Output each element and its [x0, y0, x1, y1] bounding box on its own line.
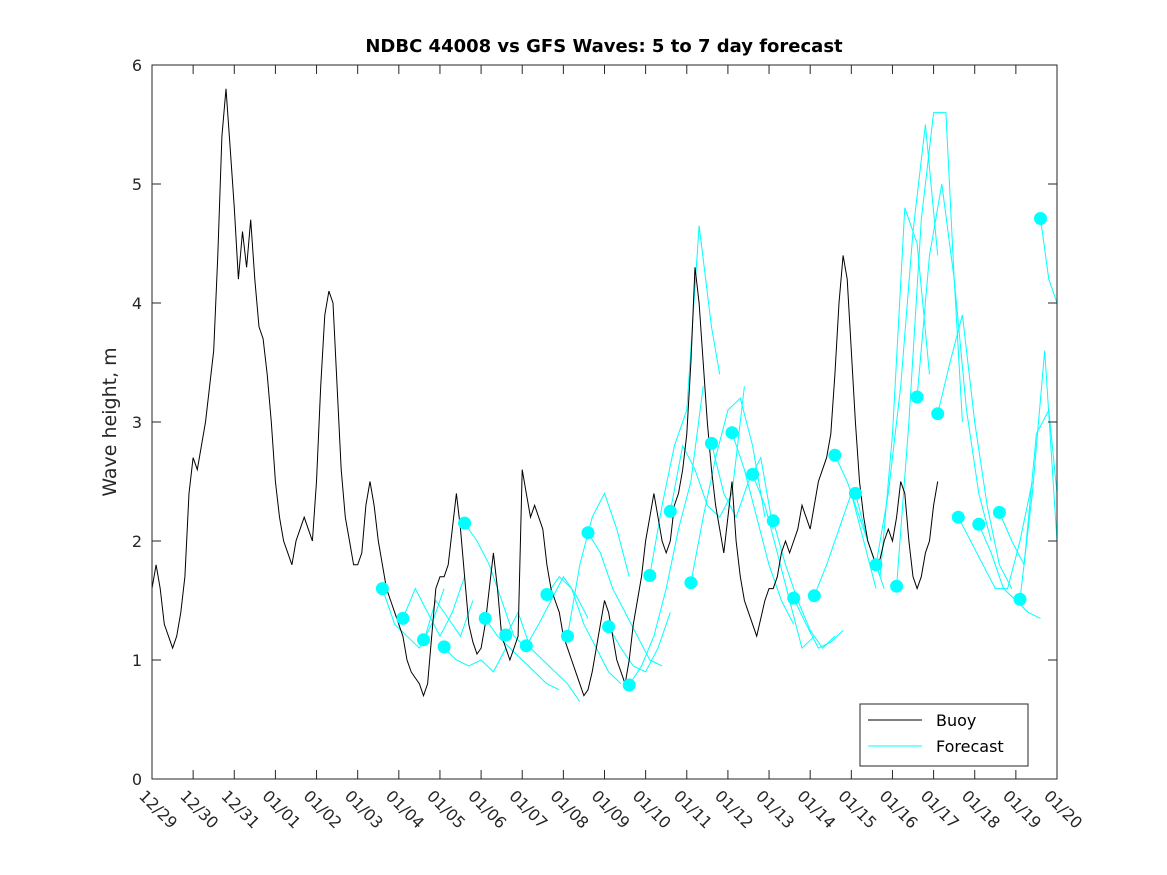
y-tick-label-3: 3 [132, 413, 142, 432]
forecast-line-27 [916, 183, 992, 542]
forecast-line-30 [978, 524, 1041, 619]
forecast-line-5 [464, 522, 527, 649]
forecast-line-6 [484, 618, 560, 691]
y-tick-label-2: 2 [132, 532, 142, 551]
forecast-markers-group [375, 212, 1047, 692]
forecast-marker-11 [581, 526, 595, 540]
forecast-marker-26 [890, 579, 904, 593]
forecast-marker-23 [828, 448, 842, 462]
forecast-marker-18 [725, 426, 739, 440]
forecast-marker-9 [540, 588, 554, 601]
forecast-line-15 [669, 386, 745, 519]
buoy-series-group [151, 88, 939, 698]
forecast-line-28 [937, 314, 1013, 589]
forecast-line-32 [1019, 350, 1058, 600]
forecast-marker-15 [663, 504, 677, 518]
forecast-marker-19 [746, 467, 760, 481]
forecast-marker-28 [931, 407, 945, 421]
forecast-line-20 [772, 520, 836, 649]
forecast-line-31 [998, 408, 1058, 567]
forecast-marker-5 [458, 516, 472, 530]
legend-box [859, 703, 1029, 767]
forecast-line-33 [1040, 218, 1058, 304]
forecast-series-group [381, 112, 1058, 702]
forecast-line-2 [402, 576, 466, 638]
forecast-marker-24 [848, 486, 862, 500]
forecast-marker-6 [478, 611, 492, 625]
forecast-marker-12 [602, 620, 616, 634]
forecast-line-10 [567, 492, 630, 637]
forecast-line-11 [587, 532, 663, 667]
forecast-line-25 [875, 124, 939, 565]
forecast-marker-22 [807, 589, 821, 603]
forecast-line-4 [443, 647, 507, 673]
legend-buoy-label: Buoy [936, 711, 976, 730]
buoy-line [151, 88, 939, 698]
y-tick-label-4: 4 [132, 294, 142, 313]
forecast-line-8 [525, 575, 589, 646]
forecast-line-22 [813, 491, 877, 596]
forecast-line-7 [505, 611, 581, 702]
chart-title: NDBC 44008 vs GFS Waves: 5 to 7 day fore… [365, 36, 843, 57]
forecast-marker-25 [869, 558, 883, 572]
forecast-marker-27 [910, 390, 924, 404]
forecast-marker-29 [951, 510, 965, 524]
forecast-marker-21 [787, 591, 801, 605]
forecast-marker-33 [1034, 212, 1047, 225]
plot-area [151, 64, 1058, 780]
forecast-marker-14 [643, 569, 657, 582]
y-tick-label-5: 5 [132, 175, 142, 194]
y-axis-label: Wave height, m [99, 347, 121, 496]
y-tick-label-0: 0 [132, 770, 142, 789]
forecast-line-17 [711, 443, 774, 530]
forecast-line-3 [423, 599, 474, 643]
forecast-line-19 [752, 474, 815, 650]
forecast-marker-16 [684, 576, 698, 590]
forecast-marker-30 [972, 517, 986, 531]
forecast-marker-13 [622, 678, 636, 692]
y-tick-label-1: 1 [132, 651, 142, 670]
forecast-line-9 [546, 575, 622, 685]
legend-forecast-label: Forecast [936, 737, 1004, 756]
forecast-line-1 [381, 588, 445, 649]
forecast-marker-17 [705, 436, 718, 450]
forecast-line-21 [793, 597, 844, 649]
forecast-marker-4 [437, 640, 451, 654]
forecast-line-29 [957, 481, 1033, 590]
plot-background [152, 65, 1057, 779]
forecast-marker-3 [417, 633, 430, 647]
forecast-marker-1 [375, 582, 389, 596]
forecast-marker-8 [519, 639, 533, 653]
forecast-line-18 [731, 432, 795, 625]
y-axis: 0 1 2 3 4 5 6 [132, 56, 1057, 789]
forecast-line-16 [690, 397, 766, 583]
forecast-line-14 [649, 225, 721, 576]
forecast-marker-31 [992, 505, 1006, 519]
forecast-line-13 [628, 386, 704, 686]
forecast-marker-2 [396, 611, 410, 625]
forecast-marker-32 [1013, 592, 1027, 606]
y-tick-label-6: 6 [132, 56, 142, 75]
legend: Buoy Forecast [859, 703, 1029, 767]
forecast-marker-10 [561, 629, 574, 643]
forecast-marker-7 [499, 628, 513, 642]
forecast-marker-20 [766, 514, 780, 528]
